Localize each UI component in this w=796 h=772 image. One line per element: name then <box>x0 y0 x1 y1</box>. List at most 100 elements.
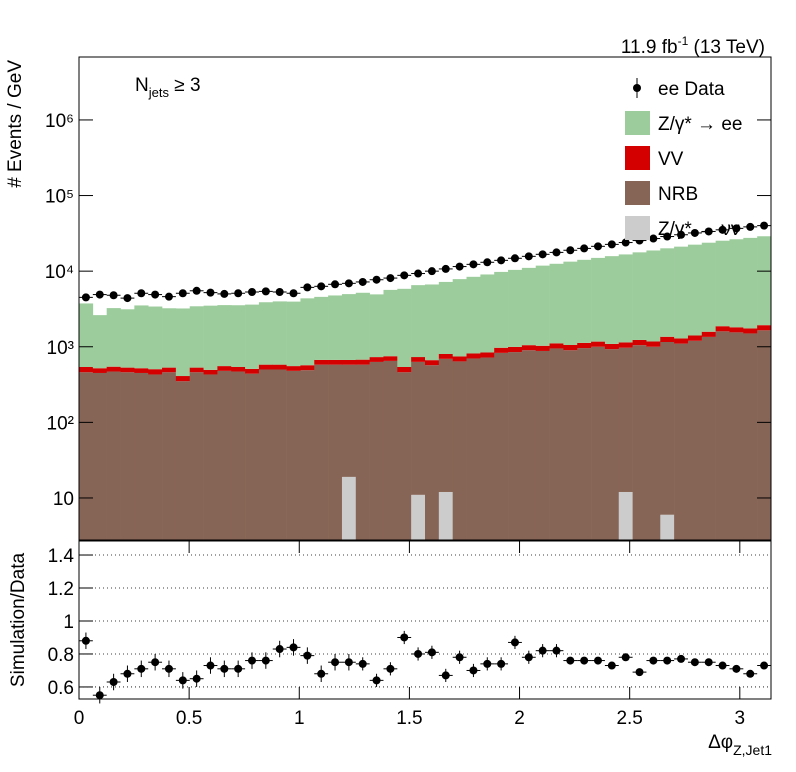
x-axis-title: ΔφZ,Jet1 <box>708 732 772 758</box>
stack-bar <box>508 352 523 540</box>
data-point <box>217 289 232 298</box>
stack-bar <box>452 356 467 362</box>
stack-bar <box>563 344 578 351</box>
ratio-point <box>591 656 605 665</box>
stack-bar <box>286 301 301 367</box>
marker <box>303 651 312 660</box>
stack-bar <box>591 346 606 540</box>
lumi-tail: (13 TeV) <box>688 37 765 58</box>
marker <box>206 661 215 670</box>
x-tick-label: 0 <box>74 708 85 729</box>
stack-bar <box>577 348 592 540</box>
data-point <box>452 262 467 271</box>
ratio-point <box>480 659 495 668</box>
marker <box>538 646 547 655</box>
marker <box>497 256 506 265</box>
stack-bar <box>480 352 495 358</box>
stack-bar <box>549 263 564 344</box>
stack-bar <box>134 372 149 540</box>
ratio-point <box>701 658 716 667</box>
legend-label: Z/γ* → νν <box>658 219 740 240</box>
stack-bar <box>397 372 412 540</box>
marker <box>441 671 450 680</box>
stack-bar <box>466 276 481 354</box>
data-point <box>577 244 592 253</box>
data-point <box>162 292 176 301</box>
stack-bar <box>604 343 620 350</box>
marker <box>372 275 381 284</box>
data-point <box>604 240 619 249</box>
stack-bar <box>258 369 274 540</box>
marker <box>718 225 727 234</box>
legend-label: NRB <box>658 184 698 205</box>
marker <box>151 658 160 667</box>
marker <box>137 664 146 673</box>
marker <box>206 288 215 297</box>
y-tick-label: 10³ <box>47 338 74 359</box>
stack-bar <box>729 327 744 333</box>
ratio-point <box>134 664 149 673</box>
stack-bar <box>245 304 260 369</box>
marker <box>746 669 755 678</box>
data-point <box>480 258 495 267</box>
stack-bar <box>743 333 758 540</box>
y-tick-label: 10⁵ <box>45 187 74 208</box>
x-tick-label: 3 <box>735 708 746 729</box>
lumi-text: 11.9 fb <box>621 37 678 58</box>
stack-bar <box>577 259 592 343</box>
stack-bar <box>701 336 716 540</box>
stack-bar <box>452 279 467 357</box>
stack-bar <box>134 368 149 373</box>
stack-bar <box>425 284 440 361</box>
stack-bar <box>438 281 453 355</box>
stack-bar <box>245 368 260 374</box>
stack-bar <box>660 514 675 540</box>
stack-bar <box>452 361 467 540</box>
stack-bar <box>563 350 578 540</box>
ratio-point <box>687 658 702 667</box>
data-point <box>618 238 633 247</box>
marker <box>690 228 699 237</box>
y-tick-label: 0.6 <box>48 678 74 699</box>
data-point <box>120 294 135 303</box>
marker <box>358 659 367 668</box>
stack-bar <box>521 267 537 346</box>
ratio-point <box>425 648 439 657</box>
stack-bar <box>148 306 163 370</box>
ratio-point <box>535 646 550 655</box>
stack-bar <box>203 374 218 540</box>
marker <box>704 227 713 236</box>
stack-bar <box>715 331 730 540</box>
marker <box>621 238 630 247</box>
marker <box>594 242 602 251</box>
stack-bar <box>134 305 149 369</box>
ratio-point <box>175 676 190 685</box>
marker <box>261 287 270 296</box>
data-point <box>175 289 190 298</box>
marker <box>607 661 616 670</box>
data-point <box>757 221 771 230</box>
marker <box>455 262 464 271</box>
stack-bar <box>341 294 357 360</box>
stack-bar <box>120 367 135 373</box>
ratio-point <box>466 666 481 675</box>
marker <box>261 656 270 665</box>
stack-bar <box>148 374 163 540</box>
stack-bar <box>438 354 453 359</box>
stack-bar <box>272 364 287 370</box>
stack-bar <box>245 373 260 540</box>
marker <box>344 279 353 288</box>
ratio-point <box>646 656 661 665</box>
ratio-point <box>577 656 592 665</box>
data-point <box>397 271 412 280</box>
marker <box>234 289 243 298</box>
stack-bar <box>217 370 232 540</box>
data-point <box>314 282 329 291</box>
data-point <box>687 228 702 237</box>
stack-bar <box>328 295 343 360</box>
marker <box>178 289 187 298</box>
data-point <box>466 260 481 269</box>
marker <box>677 230 686 239</box>
marker <box>234 664 243 673</box>
